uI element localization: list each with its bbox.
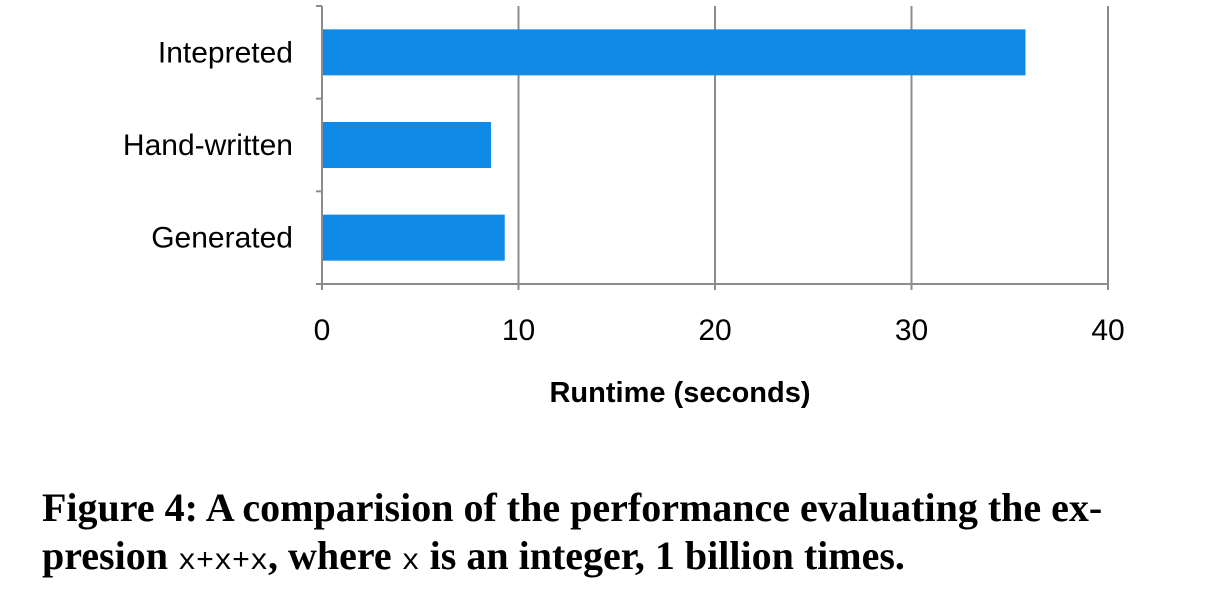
axes — [316, 5, 1108, 290]
bar-intepreted — [322, 29, 1026, 76]
caption-code-variable: x — [401, 545, 420, 579]
figure-caption: Figure 4: A comparision of the performan… — [42, 484, 1202, 586]
caption-end: is an integer, 1 billion times. — [419, 533, 905, 578]
x-tick-label: 30 — [895, 314, 928, 347]
category-label: Generated — [151, 222, 293, 255]
caption-line1: Figure 4: A comparision of the performan… — [42, 485, 1103, 530]
caption-code-expression: x+x+x — [177, 545, 268, 579]
x-tick-label: 10 — [502, 314, 535, 347]
caption-line2-start: presion — [42, 533, 178, 578]
bar-hand-written — [322, 122, 491, 168]
x-axis-title: Runtime (seconds) — [549, 377, 810, 409]
x-tick-label: 0 — [314, 314, 331, 347]
category-label: Intepreted — [158, 36, 293, 69]
x-tick-label: 40 — [1091, 314, 1124, 347]
x-tick-label: 20 — [698, 314, 731, 347]
caption-middle: , where — [267, 533, 402, 578]
bars — [322, 29, 1026, 261]
runtime-bar-chart: 0 10 20 30 40 Intepreted Hand-written Generated… — [123, 5, 1125, 409]
category-label: Hand-written — [123, 129, 293, 162]
bar-generated — [322, 214, 505, 261]
labels: 0 10 20 30 40 Intepreted Hand-written Generated — [123, 36, 1125, 347]
